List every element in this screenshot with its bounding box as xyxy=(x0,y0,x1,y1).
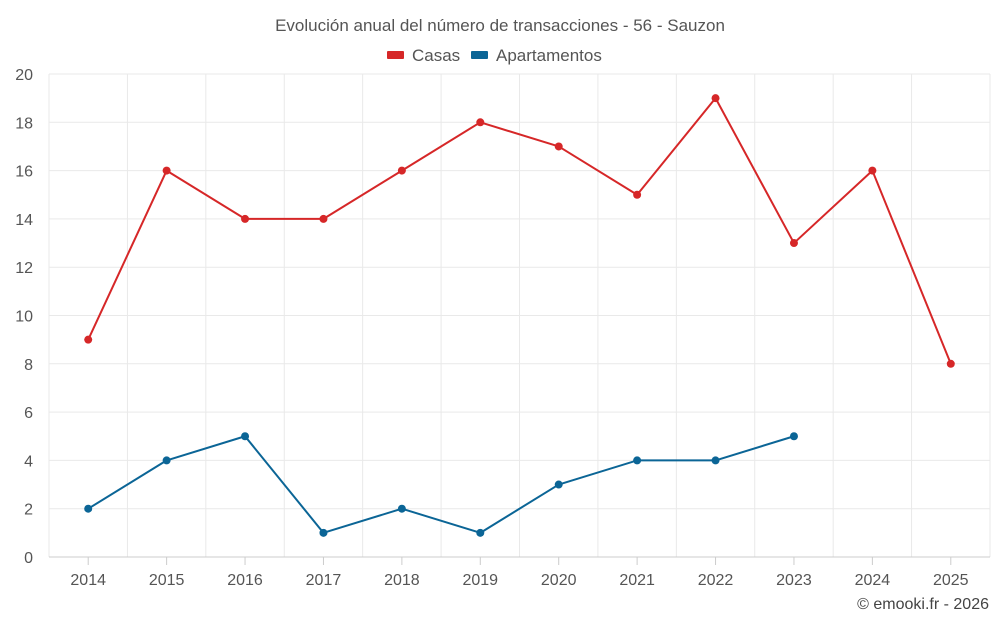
legend-label-apartamentos: Apartamentos xyxy=(496,46,602,65)
x-tick-label: 2018 xyxy=(384,572,420,589)
legend-item-casas[interactable]: Casas xyxy=(387,46,460,65)
x-tick-label: 2024 xyxy=(855,572,891,589)
data-point-casas-2018[interactable] xyxy=(397,166,406,175)
series xyxy=(84,94,955,537)
data-point-apartamentos-2020[interactable] xyxy=(554,480,563,489)
data-point-apartamentos-2017[interactable] xyxy=(319,528,328,537)
y-tick-label: 20 xyxy=(15,67,33,84)
legend-item-apartamentos[interactable]: Apartamentos xyxy=(471,46,602,65)
data-point-casas-2023[interactable] xyxy=(789,239,798,248)
x-tick-label: 2015 xyxy=(149,572,185,589)
legend: Casas Apartamentos xyxy=(387,46,602,65)
data-point-apartamentos-2014[interactable] xyxy=(84,504,93,513)
data-point-casas-2025[interactable] xyxy=(946,359,955,368)
x-tick-label: 2017 xyxy=(306,572,342,589)
legend-swatch-apartamentos xyxy=(471,51,488,59)
y-tick-label: 12 xyxy=(15,260,33,277)
x-tick-label: 2025 xyxy=(933,572,969,589)
legend-label-casas: Casas xyxy=(412,46,460,65)
data-point-casas-2017[interactable] xyxy=(319,214,328,223)
data-point-apartamentos-2018[interactable] xyxy=(397,504,406,513)
x-tick-label: 2022 xyxy=(698,572,734,589)
y-axis: 0 2 4 6 8 10 12 14 16 18 20 xyxy=(15,67,33,567)
data-point-apartamentos-2019[interactable] xyxy=(476,528,485,537)
legend-swatch-casas xyxy=(387,51,404,59)
data-point-casas-2024[interactable] xyxy=(868,166,877,175)
series-line-apartamentos xyxy=(87,435,795,534)
data-point-apartamentos-2023[interactable] xyxy=(789,432,798,441)
credit-text: © emooki.fr - 2026 xyxy=(857,596,989,613)
x-tick-label: 2014 xyxy=(70,572,106,589)
y-tick-label: 10 xyxy=(15,309,33,326)
data-point-casas-2016[interactable] xyxy=(241,214,250,223)
x-axis: 2014 2015 2016 2017 2018 2019 2020 2021 2022 2023… xyxy=(49,556,990,589)
x-tick-label: 2023 xyxy=(776,572,812,589)
data-point-casas-2015[interactable] xyxy=(162,166,171,175)
y-tick-label: 14 xyxy=(15,212,33,229)
data-point-apartamentos-2016[interactable] xyxy=(241,432,250,441)
data-point-casas-2014[interactable] xyxy=(84,335,93,344)
data-point-apartamentos-2015[interactable] xyxy=(162,456,171,465)
data-point-casas-2020[interactable] xyxy=(554,142,563,151)
chart-title: Evolución anual del número de transaccio… xyxy=(275,16,725,35)
y-tick-label: 16 xyxy=(15,164,33,181)
y-tick-label: 18 xyxy=(15,115,33,132)
data-point-casas-2019[interactable] xyxy=(476,118,485,127)
y-tick-label: 6 xyxy=(24,405,33,422)
x-tick-label: 2020 xyxy=(541,572,577,589)
y-tick-label: 8 xyxy=(24,357,33,374)
y-tick-label: 2 xyxy=(24,502,33,519)
data-point-casas-2021[interactable] xyxy=(633,190,642,199)
series-line-casas xyxy=(87,97,952,365)
x-tick-label: 2016 xyxy=(227,572,263,589)
y-tick-label: 4 xyxy=(24,453,33,470)
y-tick-label: 0 xyxy=(24,550,33,567)
gridlines xyxy=(48,73,991,557)
data-point-casas-2022[interactable] xyxy=(711,94,720,103)
x-tick-label: 2021 xyxy=(619,572,655,589)
x-tick-label: 2019 xyxy=(462,572,498,589)
data-point-apartamentos-2022[interactable] xyxy=(711,456,720,465)
data-point-apartamentos-2021[interactable] xyxy=(633,456,642,465)
